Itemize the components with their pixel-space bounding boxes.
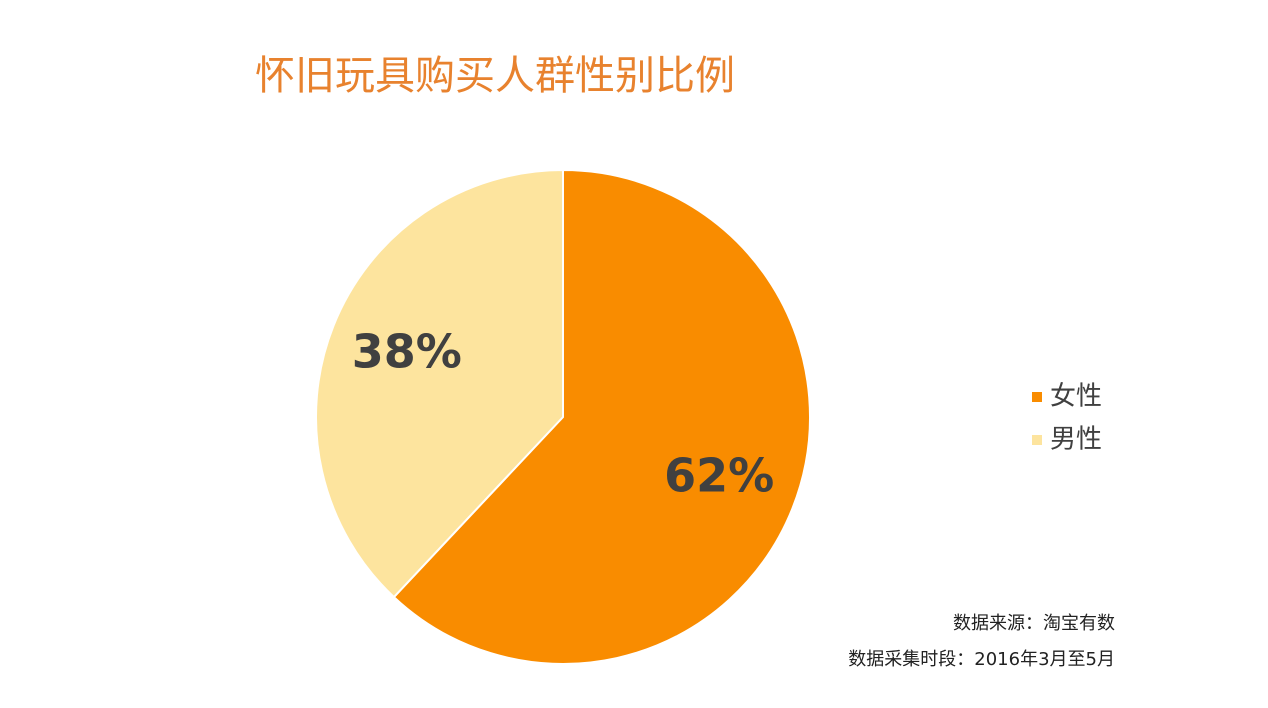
value-label: 38% xyxy=(352,325,462,379)
chart-title: 怀旧玩具购买人群性别比例 xyxy=(255,53,735,99)
source-note: 数据来源：淘宝有数 xyxy=(953,613,1115,634)
period-note: 数据采集时段：2016年3月至5月 xyxy=(848,649,1115,670)
legend-swatch xyxy=(1032,435,1042,445)
legend-swatch xyxy=(1032,392,1042,402)
value-label: 62% xyxy=(664,448,774,502)
pie-slice xyxy=(392,168,811,665)
legend-label: 男性 xyxy=(1050,425,1102,455)
pie-slice xyxy=(315,168,564,599)
legend-label: 女性 xyxy=(1050,382,1102,412)
